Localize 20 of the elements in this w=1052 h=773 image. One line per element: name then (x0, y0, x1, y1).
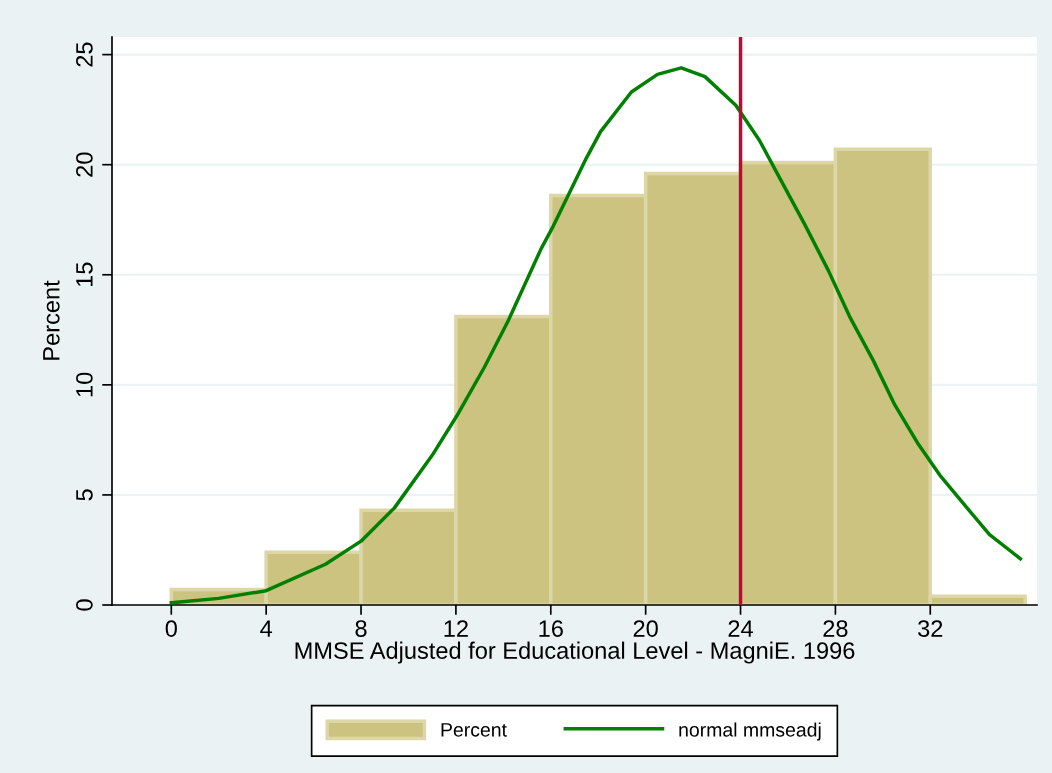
line-series (169, 66, 1023, 605)
y-tick-label: 0 (76, 599, 93, 611)
x-tick-label: 8 (355, 620, 367, 637)
y-tick-label: 15 (76, 262, 93, 287)
y-axis-title: Percent (43, 280, 60, 360)
y-tick-label: 10 (76, 372, 93, 397)
x-axis-title: MMSE Adjusted for Educational Level - MagniE. 1996 (295, 641, 855, 664)
text: normal mmseadj (679, 722, 821, 741)
y-tick-label: 20 (76, 152, 93, 177)
x-tick-label: 4 (260, 620, 273, 637)
x-tick-label: 24 (728, 620, 753, 637)
y-tick-label: 5 (76, 489, 93, 501)
x-tick-label: 12 (444, 620, 468, 637)
x-tick-label: 32 (918, 620, 943, 637)
x-tick-label: 0 (165, 620, 177, 637)
x-tick-label: 16 (539, 620, 563, 637)
x-tick-label: 28 (823, 620, 848, 637)
y-tick-label: 25 (76, 42, 93, 67)
text: Percent (441, 723, 507, 737)
x-tick-label: 20 (633, 620, 658, 637)
